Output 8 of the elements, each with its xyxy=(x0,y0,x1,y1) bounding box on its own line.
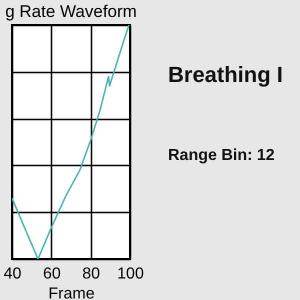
chart-title: g Rate Waveform xyxy=(5,2,137,21)
text: Range Bin: 12 xyxy=(168,147,275,164)
x-tick-label: 100 xyxy=(117,266,144,282)
text: Breathing I xyxy=(168,62,283,87)
x-tick-label: 40 xyxy=(4,266,22,282)
x-tick-label: 60 xyxy=(42,266,61,282)
x-axis-title: Frame xyxy=(48,286,95,300)
x-tick-label: 80 xyxy=(82,266,100,282)
